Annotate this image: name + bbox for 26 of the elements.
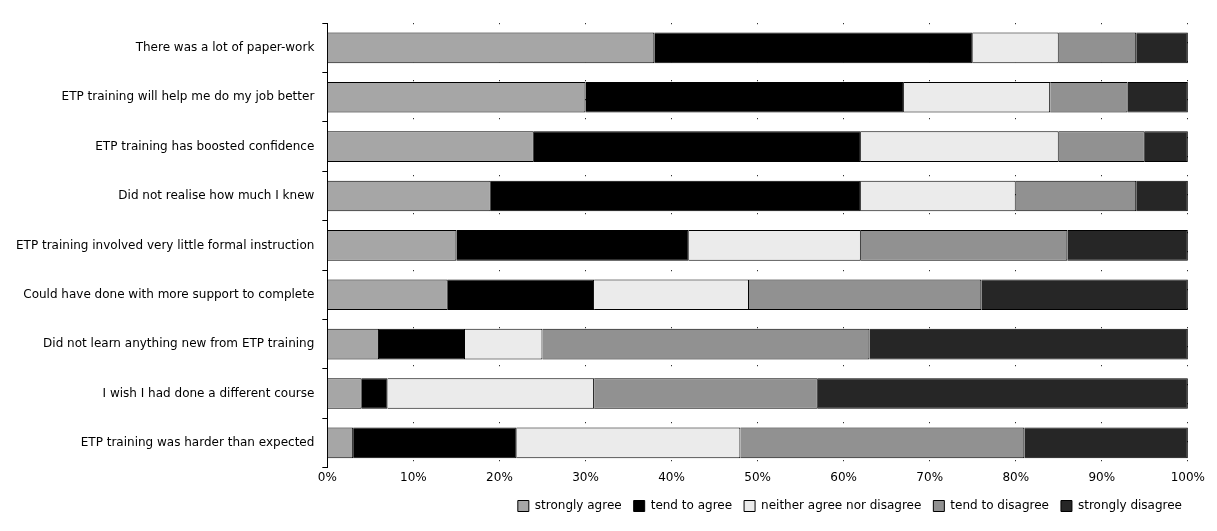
y-tick-label: There was a lot of paper-work bbox=[134, 40, 315, 55]
x-tick-label: 0% bbox=[317, 469, 337, 484]
legend-label: tend to agree bbox=[650, 498, 733, 513]
x-tick-label: 10% bbox=[400, 469, 427, 484]
y-tick-label: Did not realise how much I knew bbox=[118, 188, 315, 203]
y-tick-label: Could have done with more support to complete bbox=[23, 286, 315, 301]
x-tick-label: 70% bbox=[916, 469, 944, 484]
y-tick-label: Did not learn anything new from ETP training bbox=[43, 336, 315, 351]
legend-label: strongly disagree bbox=[1077, 498, 1183, 513]
bar bbox=[361, 378, 388, 409]
x-tick-label: 50% bbox=[744, 469, 771, 484]
x-tick-label: 100% bbox=[1170, 469, 1205, 484]
x-tick-label: 60% bbox=[830, 469, 857, 484]
y-tick-label: ETP training will help me do my job better bbox=[61, 89, 315, 104]
x-tick-label: 40% bbox=[658, 469, 685, 484]
y-tick-label: ETP training was harder than expected bbox=[80, 435, 315, 450]
y-tick-label: ETP training involved very little formal instruction bbox=[16, 237, 315, 252]
legend-label: strongly agree bbox=[534, 498, 622, 513]
legend-label: tend to disagree bbox=[950, 498, 1049, 513]
y-tick-label: ETP training has boosted confidence bbox=[95, 138, 315, 153]
x-tick-label: 80% bbox=[1002, 469, 1030, 484]
x-tick-label: 30% bbox=[572, 469, 599, 484]
x-tick-label: 90% bbox=[1088, 469, 1116, 484]
x-tick-label: 20% bbox=[486, 469, 513, 484]
legend-label: neither agree nor disagree bbox=[761, 498, 922, 513]
y-tick-label: I wish I had done a different course bbox=[102, 385, 315, 400]
